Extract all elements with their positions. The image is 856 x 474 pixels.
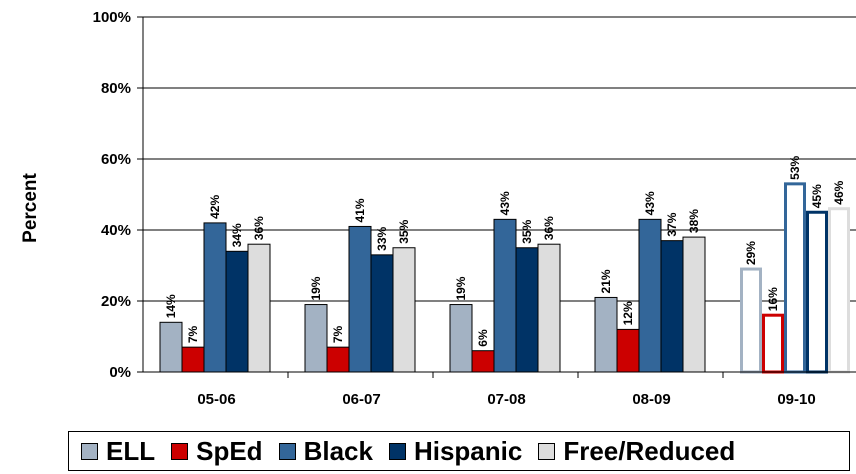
data-label: 37% (665, 212, 679, 236)
x-tick-label: 06-07 (342, 391, 380, 408)
bar-hispanic-09-10 (806, 210, 828, 374)
data-label: 42% (208, 195, 222, 219)
data-label: 36% (252, 216, 266, 240)
x-tick-label: 09-10 (777, 391, 815, 408)
bar-black-08-09 (638, 218, 662, 373)
y-tick-label: 20% (101, 293, 131, 310)
bar-sped-05-06 (181, 346, 205, 373)
bar-free-reduced-05-06 (247, 243, 271, 373)
bar-hispanic-05-06 (225, 250, 249, 373)
data-label: 46% (832, 180, 846, 204)
bar-free-reduced-08-09 (682, 236, 706, 373)
legend-swatch (81, 442, 98, 460)
y-tick-label: 40% (101, 222, 131, 239)
data-label: 33% (375, 227, 389, 251)
bar-ell-07-08 (449, 304, 473, 373)
data-label: 43% (643, 191, 657, 215)
data-label: 12% (621, 301, 635, 325)
legend-item: Hispanic (388, 435, 523, 467)
bar-free-reduced-06-07 (392, 247, 416, 373)
bar-free-reduced-09-10 (828, 207, 850, 374)
bar-free-reduced-07-08 (537, 243, 561, 373)
data-label: 21% (599, 269, 613, 293)
data-label: 41% (353, 198, 367, 222)
legend-label: Black (303, 435, 373, 466)
bar-hispanic-06-07 (370, 254, 394, 373)
legend-item: ELL (81, 436, 155, 467)
y-axis-label: Percent (20, 172, 41, 242)
bar-black-06-07 (348, 225, 372, 373)
bar-hispanic-07-08 (515, 247, 539, 373)
data-label: 34% (230, 223, 244, 247)
legend-item: SpEd (171, 435, 263, 467)
bar-sped-09-10 (762, 313, 784, 374)
data-label: 36% (542, 216, 556, 240)
x-tick-label: 08-09 (632, 391, 670, 408)
bar-sped-08-09 (616, 328, 640, 373)
axes: 0% 20% 40% 60% 80% 100% 05-06 06-07 07-08 08-09 09… (93, 9, 856, 408)
legend-swatch (388, 442, 406, 460)
y-tick-label: 80% (101, 80, 131, 97)
data-label: 38% (687, 209, 701, 233)
y-tick-label: 60% (101, 151, 131, 168)
bar-black-07-08 (493, 218, 517, 373)
data-label: 7% (186, 325, 200, 343)
bar-black-09-10 (784, 182, 806, 374)
legend-swatch (171, 442, 189, 460)
legend-label: ELL (106, 435, 156, 466)
data-label: 35% (397, 219, 411, 243)
data-label: 16% (766, 287, 780, 311)
bar-ell-09-10 (740, 267, 762, 374)
legend-swatch (278, 442, 296, 460)
bar-hispanic-08-09 (660, 240, 684, 373)
data-label: 29% (744, 241, 758, 265)
data-labels: 14% 7% 42% 34% 36% 19% 7% 41% 33% 35% 19% 6% 43% 35% 3… (164, 156, 846, 347)
bar-ell-05-06 (159, 321, 183, 373)
data-label: 35% (520, 219, 534, 243)
data-label: 7% (331, 325, 345, 343)
bar-sped-07-08 (471, 350, 495, 373)
legend-label: Free/Reduced (563, 435, 736, 466)
data-label: 53% (788, 156, 802, 180)
legend-label: SpEd (196, 435, 263, 466)
gridlines (143, 16, 856, 302)
x-tick-label: 05-06 (197, 391, 235, 408)
legend-item: Black (278, 435, 373, 467)
bar-ell-06-07 (304, 304, 328, 373)
legend-label: Hispanic (413, 435, 523, 466)
data-label: 6% (476, 329, 490, 347)
bar-sped-06-07 (326, 346, 350, 373)
data-label: 14% (164, 294, 178, 318)
bar-black-05-06 (203, 222, 227, 373)
data-label: 45% (810, 184, 824, 208)
data-label: 19% (454, 276, 468, 300)
legend-swatch (538, 442, 556, 460)
data-label: 19% (309, 276, 323, 300)
data-label: 43% (498, 191, 512, 215)
x-tick-label: 07-08 (487, 391, 525, 408)
legend-item: Free/Reduced (538, 436, 735, 467)
bar-ell-08-09 (594, 296, 618, 373)
y-tick-label: 100% (93, 9, 131, 26)
y-tick-label: 0% (109, 364, 131, 381)
legend: ELL SpEd Black Hispanic Free/Reduced (68, 431, 850, 471)
